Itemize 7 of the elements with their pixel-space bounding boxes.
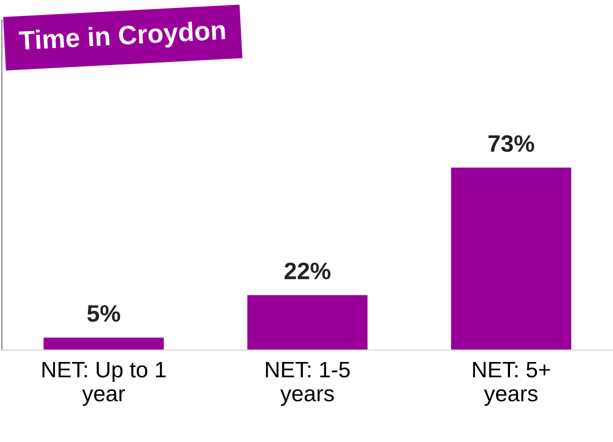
x-tick-label: NET: 1-5 years — [266, 362, 350, 406]
x-tick-label: NET: 5+ years — [473, 362, 550, 406]
data-label: 5% — [87, 305, 120, 322]
chart-title: Time in Croydon — [18, 20, 226, 56]
data-label: 73% — [488, 135, 534, 152]
x-tick-label: NET: Up to 1 year — [42, 362, 166, 406]
data-label: 22% — [284, 262, 330, 280]
